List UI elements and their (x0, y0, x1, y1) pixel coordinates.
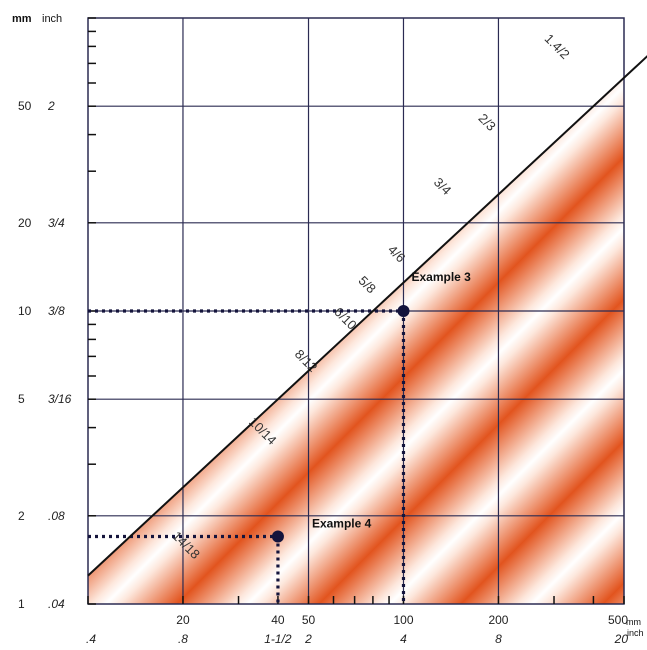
example-points: Example 3 Example 4 (271, 270, 471, 543)
band-label: 2/3 (476, 111, 499, 134)
x-tick-inch: .8 (178, 632, 188, 646)
x-tick-mm: 50 (302, 613, 316, 627)
band-label: 1.4/2 (542, 31, 573, 62)
y-tick-inch: 3/4 (48, 216, 65, 230)
y-tick-mm: 1 (18, 597, 25, 611)
y-tick-mm: 20 (18, 216, 32, 230)
example-point (271, 530, 284, 543)
y-tick-mm: 5 (18, 392, 25, 406)
band-label: 5/8 (356, 273, 379, 296)
y-inch-unit: inch (42, 13, 62, 25)
x-tick-inch: 4 (400, 632, 407, 646)
y-tick-inch: .04 (48, 597, 65, 611)
y-tick-inch: 2 (47, 99, 55, 113)
example-point (397, 305, 410, 317)
x-mm-unit: mm (626, 617, 641, 627)
y-tick-mm: 50 (18, 99, 32, 113)
x-tick-inch: 8 (495, 632, 502, 646)
band-label: 4/6 (385, 242, 408, 265)
x-tick-inch: 1-1/2 (264, 632, 292, 646)
example-guides (88, 309, 406, 604)
band-fill (88, 18, 624, 604)
shaded-band-area (88, 18, 624, 604)
axis-ticks (87, 17, 625, 605)
x-tick-mm: 200 (488, 613, 508, 627)
example-label: Example 3 (411, 270, 471, 284)
x-tick-inch: .4 (86, 632, 96, 646)
y-tick-inch: 3/16 (48, 392, 72, 406)
x-tick-mm: 100 (393, 613, 413, 627)
band-label: 3/4 (431, 175, 454, 198)
x-tick-inch: 2 (304, 632, 312, 646)
x-inch-unit: inch (627, 628, 644, 638)
y-mm-unit: mm (12, 13, 32, 25)
y-tick-inch: .08 (48, 509, 65, 523)
boundary-line (87, 55, 647, 577)
x-tick-mm: 40 (271, 613, 285, 627)
axis-labels: 1 .04 2 .08 5 3/16 10 3/8 20 3/4 50 2 20 40 50 100 200 50… (18, 99, 628, 646)
x-tick-mm: 500 (608, 613, 628, 627)
x-tick-mm: 20 (176, 613, 190, 627)
y-tick-mm: 10 (18, 304, 32, 318)
y-tick-mm: 2 (18, 509, 25, 523)
y-tick-inch: 3/8 (48, 304, 65, 318)
x-tick-inch: 20 (614, 632, 629, 646)
example-label: Example 4 (312, 516, 372, 530)
